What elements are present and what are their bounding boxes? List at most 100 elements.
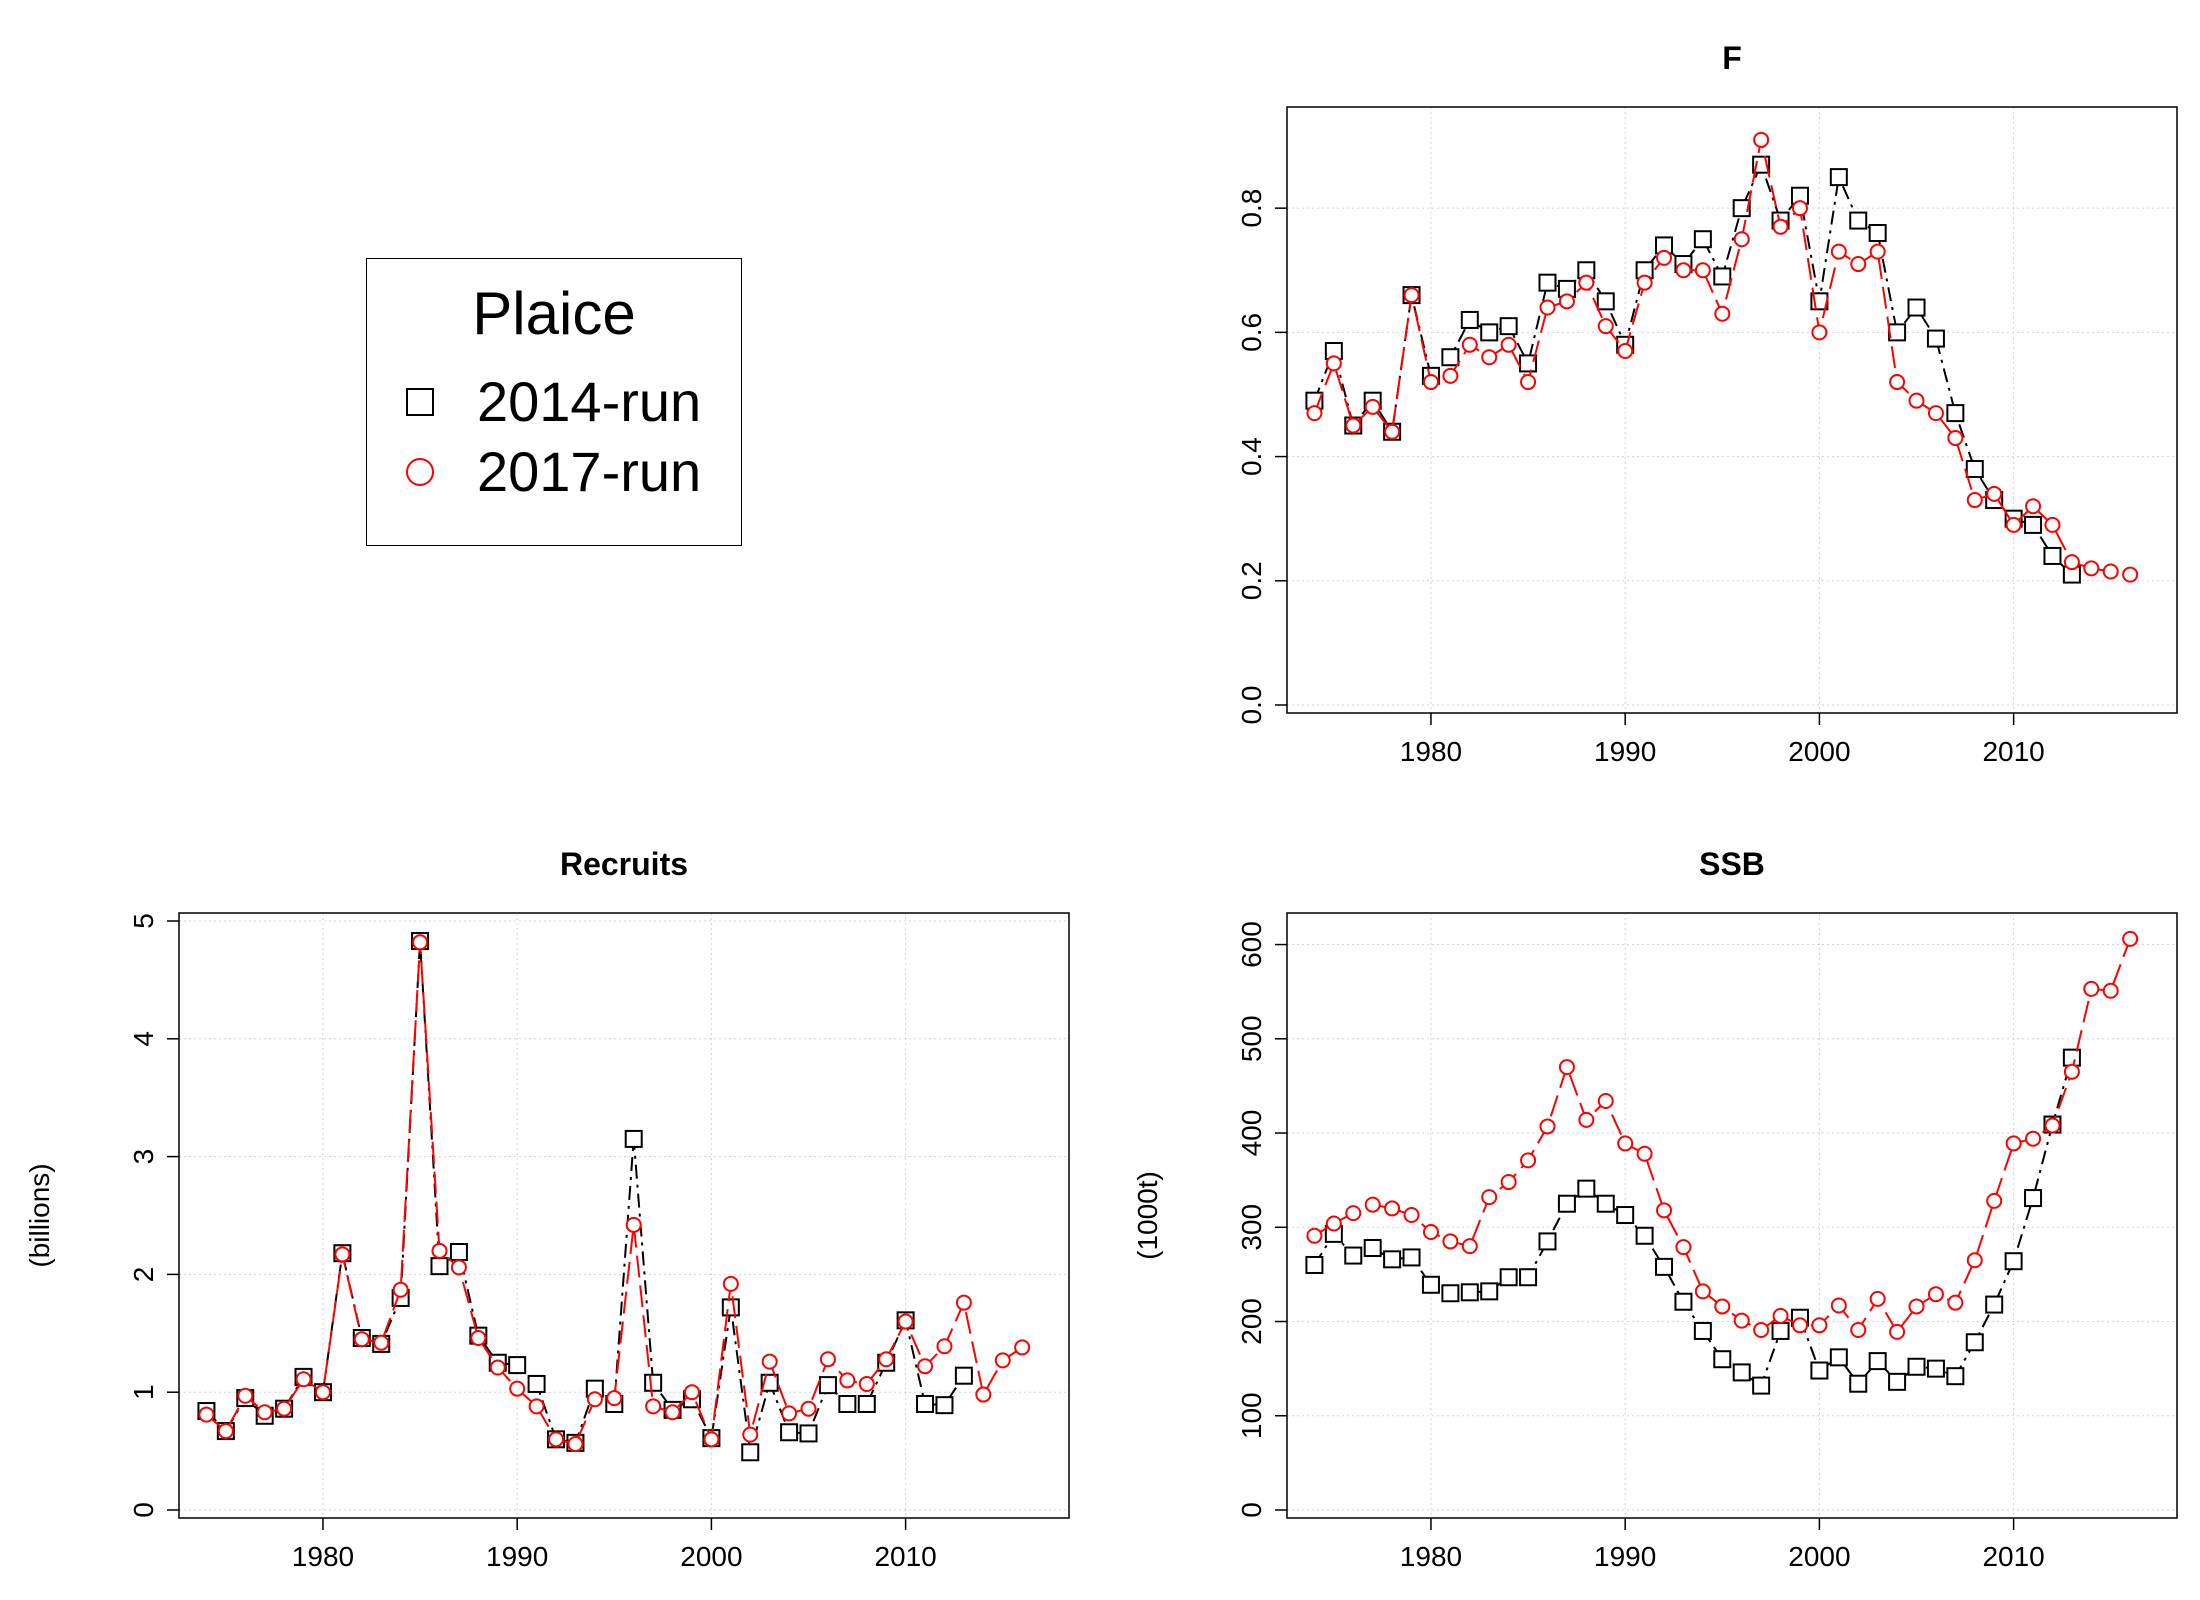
y-tick-label: 500 <box>1236 1015 1267 1062</box>
point-2017-run <box>819 1351 836 1368</box>
point-2017-run <box>1694 1283 1711 1300</box>
point-2017-run <box>2102 982 2119 999</box>
point-2017-run <box>1481 349 1498 366</box>
point-2014-run <box>1965 460 1984 478</box>
point-2017-run <box>2005 1135 2022 1152</box>
x-tick-label: 2010 <box>1982 736 2044 767</box>
point-2014-run <box>1693 1321 1712 1340</box>
point-2014-run <box>2024 1189 2043 1208</box>
point-2014-run <box>1868 1352 1887 1371</box>
point-2017-run <box>314 1384 331 1401</box>
point-2017-run <box>683 1384 700 1401</box>
point-2017-run <box>1986 1192 2003 1209</box>
point-2014-run <box>1383 1250 1402 1269</box>
point-2017-run <box>1753 131 1770 148</box>
point-2014-run <box>1713 267 1732 286</box>
point-2017-run <box>1442 367 1459 384</box>
point-2017-run <box>1908 392 1925 409</box>
point-2014-run <box>1480 323 1499 342</box>
point-2017-run <box>975 1386 992 1403</box>
point-2017-run <box>1656 1202 1673 1219</box>
point-2014-run <box>1460 310 1479 329</box>
y-tick-label: 200 <box>1236 1298 1267 1345</box>
point-2017-run <box>1345 1205 1362 1222</box>
point-2014-run <box>1829 168 1848 187</box>
y-tick-label: 0.6 <box>1236 313 1267 352</box>
point-2017-run <box>2063 1063 2080 1080</box>
point-2014-run <box>799 1424 818 1443</box>
point-2014-run <box>818 1376 837 1395</box>
point-2014-run <box>935 1396 954 1415</box>
series-line-2014-run <box>1313 161 2073 576</box>
point-2014-run <box>2024 515 2043 534</box>
point-2017-run <box>256 1404 273 1421</box>
point-2014-run <box>954 1366 973 1385</box>
x-tick-label: 2000 <box>1788 1541 1850 1572</box>
x-tick-label: 1980 <box>1400 1541 1462 1572</box>
y-tick-label: 0.8 <box>1236 189 1267 228</box>
point-2017-run <box>1966 1252 1983 1269</box>
legend-title: Plaice <box>472 280 636 347</box>
chart-title: Recruits <box>560 846 688 882</box>
point-2014-run <box>1596 292 1615 311</box>
point-2017-run <box>276 1400 293 1417</box>
point-2014-run <box>1752 1376 1771 1395</box>
y-tick-label: 100 <box>1236 1392 1267 1439</box>
point-2017-run <box>897 1313 914 1330</box>
point-2017-run <box>1791 1317 1808 1334</box>
y-tick-label: 300 <box>1236 1204 1267 1251</box>
point-2017-run <box>761 1353 778 1370</box>
point-2017-run <box>1947 429 1964 446</box>
point-2017-run <box>781 1405 798 1422</box>
point-2014-run <box>1344 1246 1363 1265</box>
y-tick-label: 4 <box>128 1031 159 1047</box>
panel-recruits: Recruits 1980 1990 2000 2010 0 1 2 3 4 5 (billions) <box>24 846 1070 1572</box>
y-tick-label: 2 <box>128 1267 159 1283</box>
panel-ssb: SSB 1980 1990 2000 2010 0 100 200 300 400 500 600 (1… <box>1132 846 2178 1572</box>
point-2017-run <box>1927 405 1944 422</box>
point-2017-run <box>1850 256 1867 273</box>
point-2017-run <box>528 1398 545 1415</box>
point-2014-run <box>1849 211 1868 230</box>
point-2017-run <box>1578 274 1595 291</box>
point-2017-run <box>936 1338 953 1355</box>
chart-title: F <box>1722 40 1742 76</box>
panel-f: F 1980 1990 2000 2010 0.0 0.2 0.4 0.6 0.8 <box>1236 40 2178 767</box>
point-2014-run <box>1713 1350 1732 1369</box>
point-2014-run <box>624 1129 643 1148</box>
point-2014-run <box>1577 1179 1596 1198</box>
point-2014-run <box>508 1356 527 1375</box>
point-2017-run <box>450 1259 467 1276</box>
point-2014-run <box>449 1243 468 1262</box>
point-2017-run <box>1986 485 2003 502</box>
point-2014-run <box>1538 1232 1557 1251</box>
point-2017-run <box>1345 417 1362 434</box>
point-2017-run <box>1403 287 1420 304</box>
point-2017-run <box>1694 262 1711 279</box>
point-2017-run <box>1889 374 1906 391</box>
point-2014-run <box>1402 1248 1421 1267</box>
point-2017-run <box>1675 1239 1692 1256</box>
point-2017-run <box>1558 293 1575 310</box>
point-2017-run <box>237 1387 254 1404</box>
point-2017-run <box>800 1400 817 1417</box>
point-2014-run <box>1441 1284 1460 1303</box>
point-2017-run <box>955 1294 972 1311</box>
point-2017-run <box>334 1246 351 1263</box>
series-line-2017-run <box>205 942 1023 1446</box>
point-2014-run <box>1519 1268 1538 1287</box>
square-marker-icon <box>406 388 434 416</box>
point-2014-run <box>916 1394 935 1413</box>
point-2014-run <box>857 1394 876 1413</box>
point-2017-run <box>489 1359 506 1376</box>
y-tick-label: 0.4 <box>1236 437 1267 476</box>
point-2014-run <box>1946 404 1965 423</box>
point-2014-run <box>644 1373 663 1392</box>
point-2017-run <box>1714 305 1731 322</box>
point-2017-run <box>1500 1174 1517 1191</box>
point-2014-run <box>1538 273 1557 292</box>
point-2017-run <box>858 1375 875 1392</box>
point-2017-run <box>1364 398 1381 415</box>
point-2017-run <box>1461 336 1478 353</box>
point-2017-run <box>470 1330 487 1347</box>
